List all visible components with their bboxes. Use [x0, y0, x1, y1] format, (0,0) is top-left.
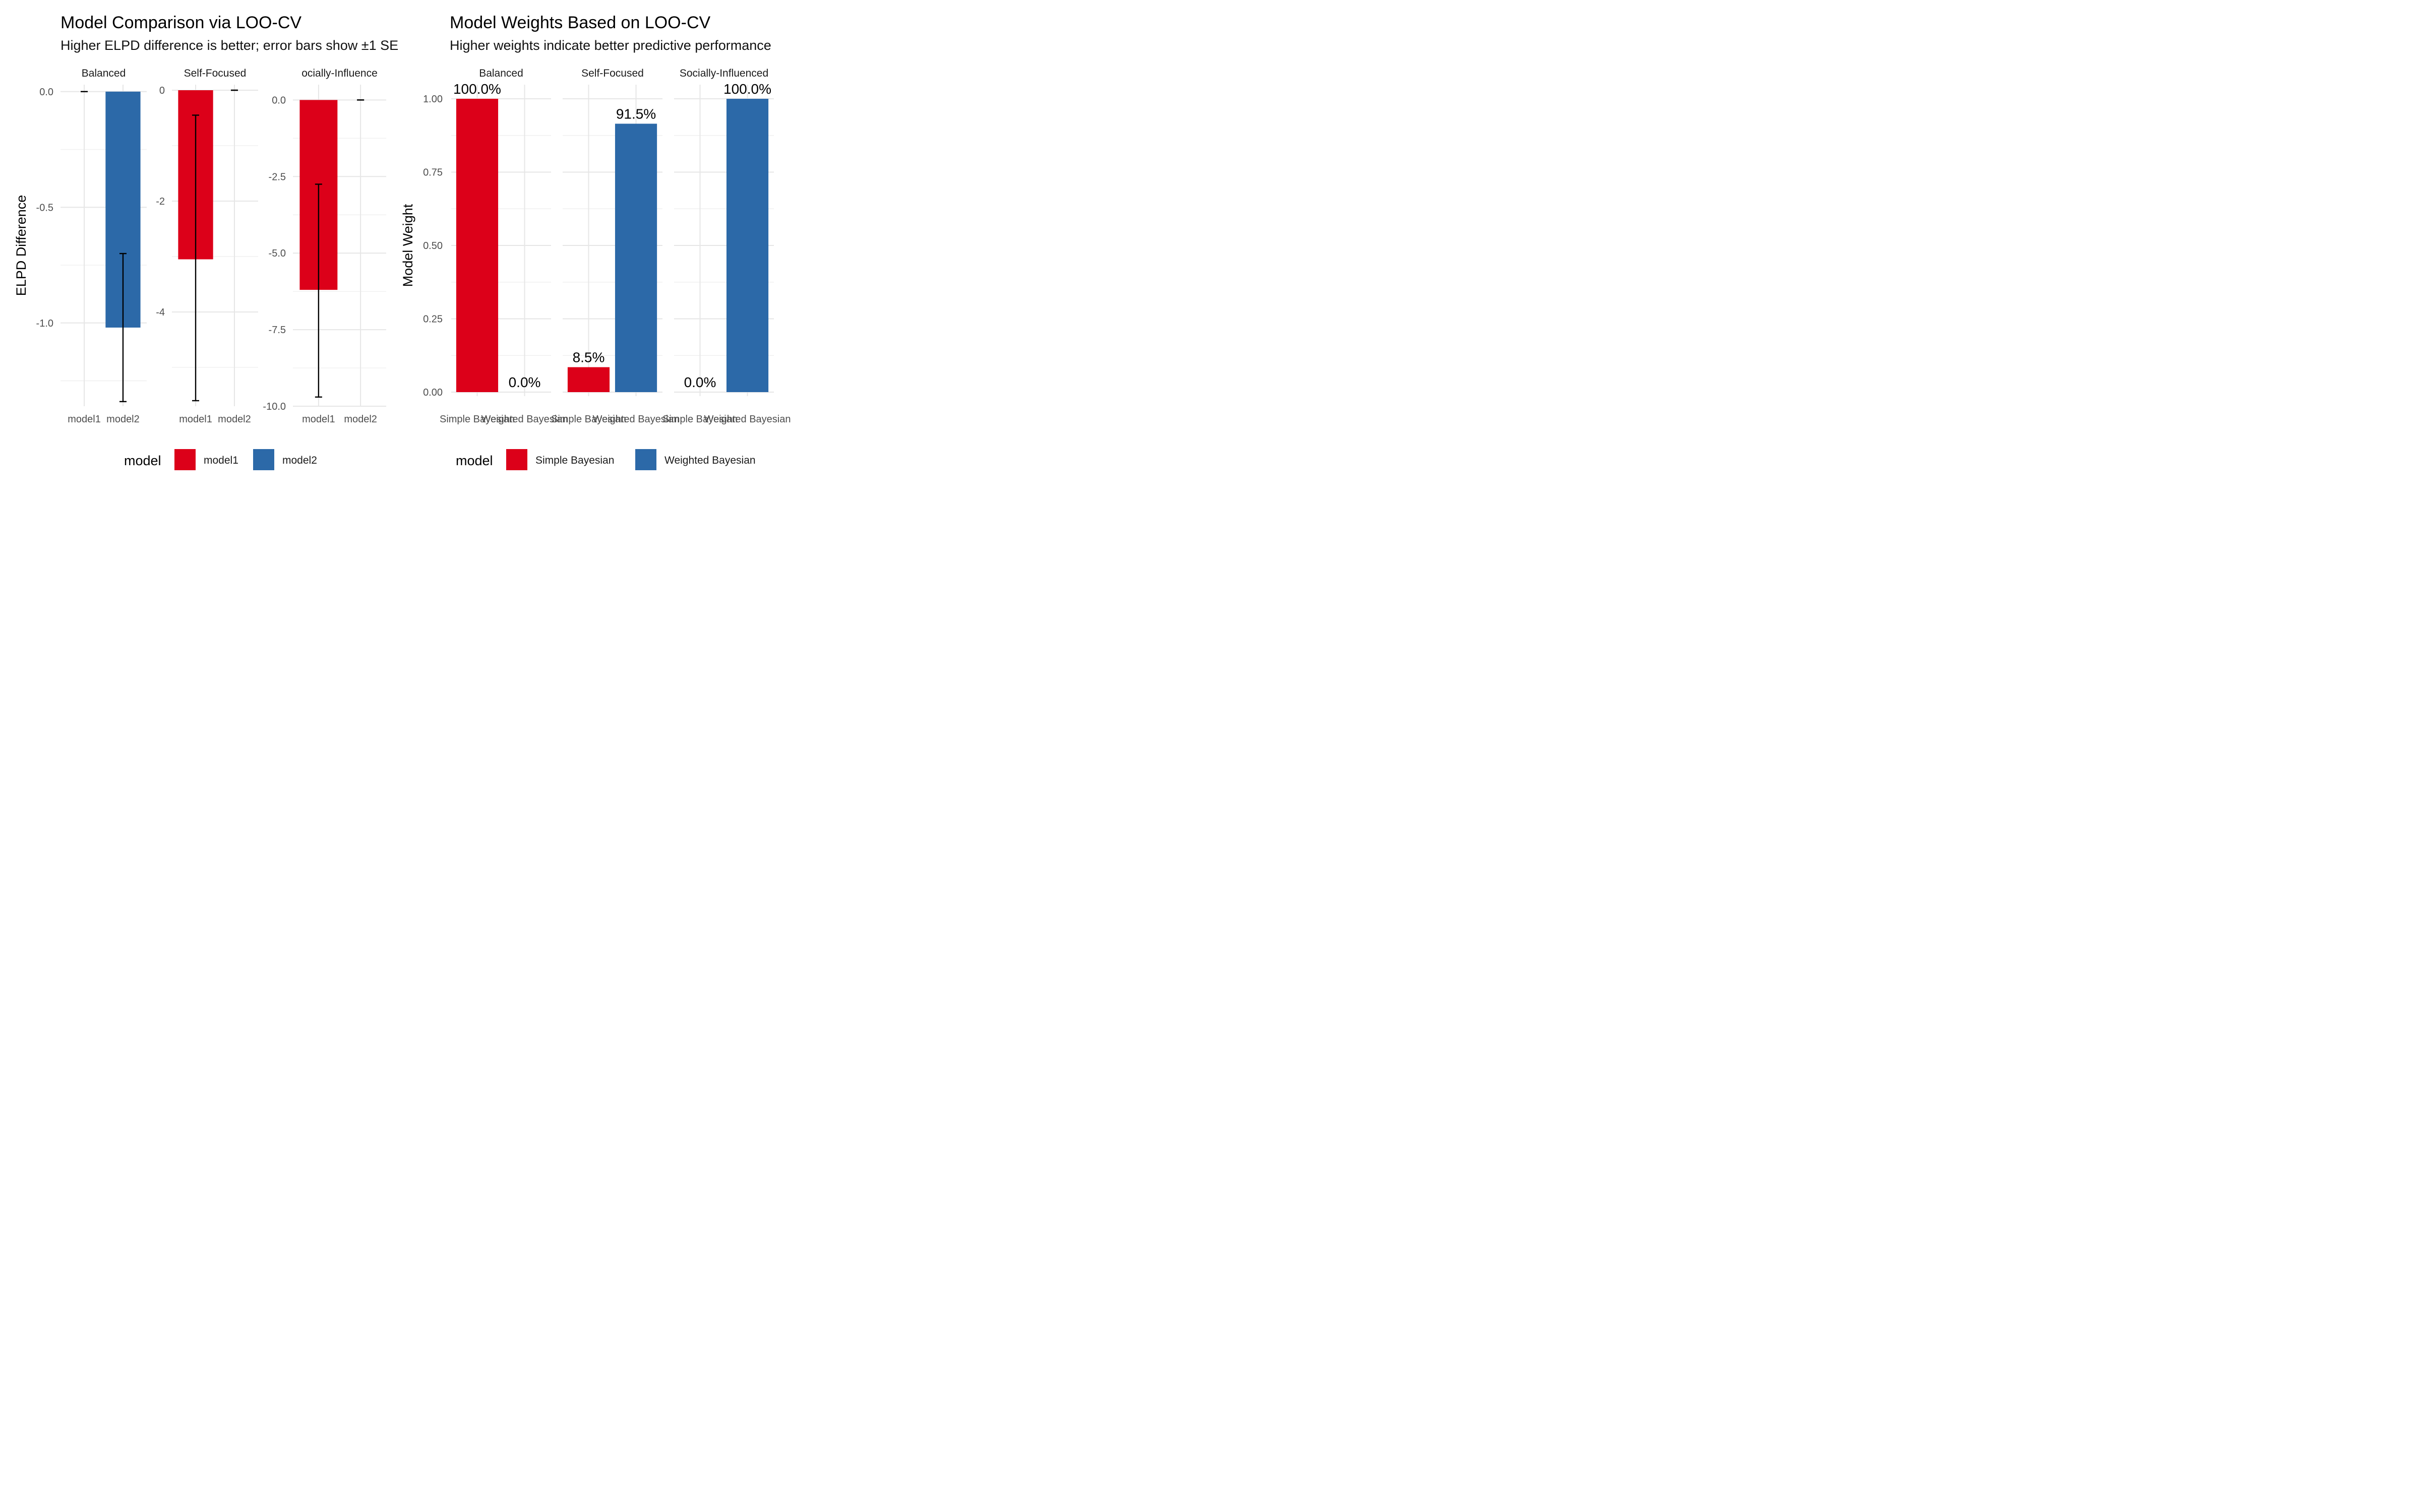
bar-value-label: 8.5% [573, 350, 605, 365]
legend-label-weighted-bayesian: Weighted Bayesian [664, 455, 756, 466]
x-tick-label: Weighted Bayesian [481, 414, 568, 425]
y-tick-label: 0.75 [423, 167, 443, 178]
chart-canvas: Model Comparison via LOO-CV Higher ELPD … [14, 13, 791, 470]
left-facet-ocially-influence: 0.0 -2.5 -5.0 -7.5 -10.0 ocially-Influence mod… [263, 68, 386, 425]
y-tick-label: 0.0 [272, 95, 286, 106]
right-legend: model Simple Bayesian Weighted Bayesian [456, 449, 756, 470]
left-y-axis-title: ELPD Difference [14, 195, 29, 296]
y-tick-label: -0.5 [36, 202, 53, 213]
x-tick-label: Simple Bayesian [551, 414, 626, 425]
legend-label-model1: model1 [204, 455, 238, 466]
left-chart-title: Model Comparison via LOO-CV [60, 13, 301, 32]
facet-strip-label: Self-Focused [184, 68, 247, 79]
x-tick-label: Weighted Bayesian [704, 414, 791, 425]
x-tick-label: Weighted Bayesian [593, 414, 680, 425]
bar-value-label: 0.0% [684, 374, 716, 390]
left-chart-subtitle: Higher ELPD difference is better; error … [60, 38, 398, 53]
y-tick-label: 0.0 [39, 87, 53, 98]
right-chart-subtitle: Higher weights indicate better predictiv… [450, 38, 771, 53]
left-facet-self-focused: 0 -2 -4 Self-Focused model1 model2 [156, 68, 258, 425]
x-tick-label: model2 [106, 414, 140, 425]
y-tick-label: -10.0 [263, 401, 286, 412]
y-tick-label: 0.25 [423, 314, 443, 325]
error-bar-model1 [192, 114, 200, 402]
x-tick-label: model1 [68, 414, 101, 425]
y-tick-label: 0.50 [423, 240, 443, 251]
bar-simple-bayesian [456, 99, 499, 392]
right-plot-area: 0.00 0.25 0.50 0.75 1.00 100.0% 0.0% Balanced Si… [423, 68, 791, 425]
bar-value-label: 91.5% [616, 106, 656, 121]
y-tick-label: 1.00 [423, 94, 443, 105]
bar-weighted-bayesian [726, 99, 769, 392]
x-tick-label: model1 [302, 414, 335, 425]
bar-simple-bayesian [567, 367, 610, 392]
x-tick-label: Simple Bayesian [440, 414, 515, 425]
y-tick-label: -2 [156, 196, 165, 207]
y-tick-label: -5.0 [269, 248, 286, 259]
right-chart-title: Model Weights Based on LOO-CV [450, 13, 710, 32]
facet-strip-label: Balanced [82, 68, 126, 79]
facet-strip-label: ocially-Influence [301, 68, 378, 79]
bar-weighted-bayesian [615, 123, 657, 393]
x-tick-label: model2 [344, 414, 377, 425]
legend-swatch-model1 [174, 449, 196, 470]
right-facet-balanced: 100.0% 0.0% Balanced Simple BayesianWeighte… [440, 68, 568, 425]
left-facet-balanced: 0.0 -0.5 -1.0 Balanced model1 model2 [36, 68, 147, 425]
y-tick-label: -1.0 [36, 318, 53, 329]
x-tick-label: Simple Bayesian [662, 414, 738, 425]
legend-swatch-simple-bayesian [506, 449, 527, 470]
right-facet-socially-influenced: 0.0% 100.0% Socially-Influenced Simple Baye… [662, 68, 791, 425]
legend-swatch-weighted-bayesian [635, 449, 656, 470]
error-bar-model2 [119, 253, 127, 403]
error-bar-model1 [315, 183, 322, 398]
facet-strip-label: Balanced [479, 68, 523, 79]
y-tick-label: 0 [159, 85, 165, 96]
x-tick-label: model2 [218, 414, 251, 425]
right-y-axis-title: Model Weight [400, 204, 415, 287]
legend-label-model2: model2 [282, 455, 317, 466]
facet-strip-label: Socially-Influenced [680, 68, 768, 79]
right-legend-title: model [456, 453, 493, 468]
y-tick-label: -4 [156, 307, 165, 318]
x-tick-label: model1 [179, 414, 212, 425]
left-plot-area: 0.0 -0.5 -1.0 Balanced model1 model2 0 -2 -4 Self… [36, 68, 386, 425]
left-legend: model model1 model2 [124, 449, 317, 470]
bar-value-label: 100.0% [723, 81, 771, 97]
right-facet-self-focused: 8.5% 91.5% Self-Focused Simple BayesianWeig… [551, 68, 680, 425]
y-tick-label: 0.00 [423, 387, 443, 398]
facet-strip-label: Self-Focused [581, 68, 644, 79]
y-tick-label: -2.5 [269, 171, 286, 182]
y-tick-label: -7.5 [269, 325, 286, 336]
legend-label-simple-bayesian: Simple Bayesian [535, 455, 614, 466]
left-legend-title: model [124, 453, 161, 468]
bar-value-label: 100.0% [453, 81, 501, 97]
legend-swatch-model2 [253, 449, 274, 470]
bar-value-label: 0.0% [509, 374, 541, 390]
